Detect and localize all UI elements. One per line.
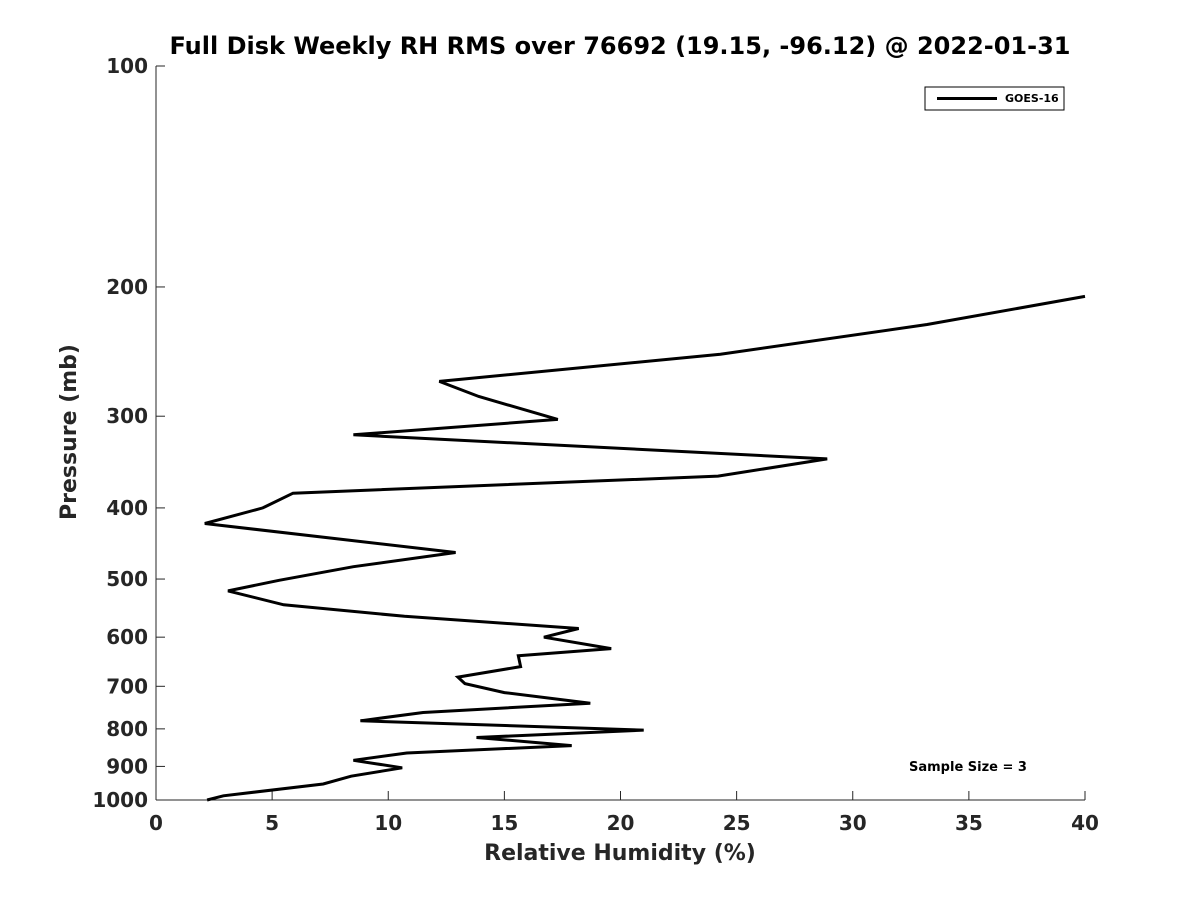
x-axis-label: Relative Humidity (%) xyxy=(484,841,756,866)
y-tick-label: 100 xyxy=(106,54,148,78)
x-tick-label: 20 xyxy=(607,811,635,835)
legend-label: GOES-16 xyxy=(1005,92,1059,105)
series-line-goes-16 xyxy=(204,294,1086,802)
y-tick-label: 600 xyxy=(106,625,148,649)
y-tick-label: 300 xyxy=(106,404,148,428)
y-tick-label: 700 xyxy=(106,674,148,698)
x-axis: 0 5 10 15 20 25 30 35 40 xyxy=(149,791,1099,835)
y-axis-label: Pressure (mb) xyxy=(57,344,82,520)
y-tick-label: 200 xyxy=(106,275,148,299)
x-tick-label: 25 xyxy=(723,811,751,835)
sample-size-annotation: Sample Size = 3 xyxy=(909,760,1027,775)
y-tick-label: 500 xyxy=(106,567,148,591)
y-tick-label: 800 xyxy=(106,717,148,741)
chart-title: Full Disk Weekly RH RMS over 76692 (19.1… xyxy=(169,32,1070,60)
y-axis: 100 200 300 400 500 600 700 800 900 1000 xyxy=(92,54,165,812)
x-tick-label: 0 xyxy=(149,811,163,835)
x-tick-label: 40 xyxy=(1071,811,1099,835)
x-tick-label: 35 xyxy=(955,811,983,835)
x-tick-label: 10 xyxy=(374,811,402,835)
legend: GOES-16 xyxy=(924,86,1065,111)
y-tick-label: 1000 xyxy=(92,788,148,812)
x-tick-label: 5 xyxy=(265,811,279,835)
plot-area xyxy=(155,66,1085,801)
x-tick-label: 30 xyxy=(839,811,867,835)
y-tick-label: 900 xyxy=(106,754,148,778)
x-tick-label: 15 xyxy=(490,811,518,835)
y-tick-label: 400 xyxy=(106,496,148,520)
